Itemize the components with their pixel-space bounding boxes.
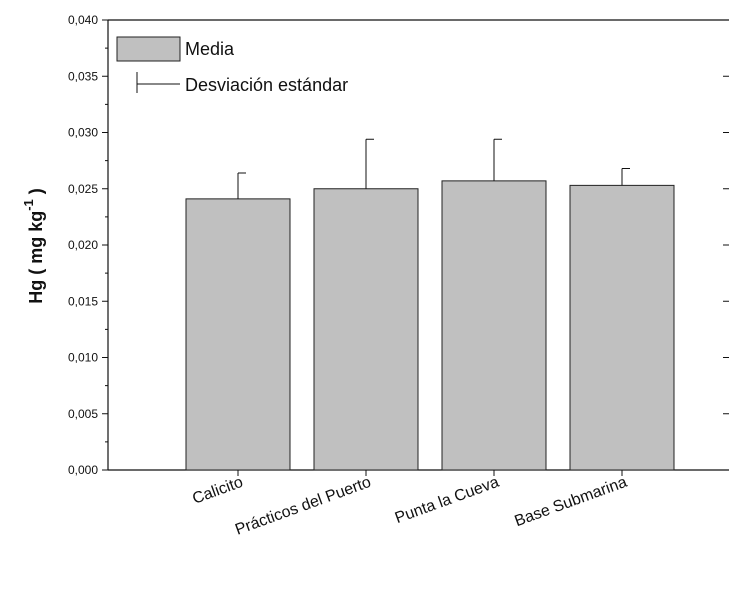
bar — [185, 198, 291, 471]
bar — [569, 184, 675, 471]
y-axis-label-superscript: -1 — [21, 199, 36, 211]
legend: Media Desviación estándar — [116, 36, 348, 95]
bars — [185, 180, 675, 471]
legend-bar-swatch — [116, 36, 181, 62]
x-category-label: Prácticos del Puerto — [233, 474, 373, 539]
bar — [313, 188, 419, 471]
y-tick-label: 0,005 — [68, 407, 98, 421]
y-tick-label: 0,025 — [68, 182, 98, 196]
y-ticks: 0,000 0,005 0,010 0,015 0,020 0,025 0,030 0,035… — [68, 13, 729, 477]
y-axis-label: Hg ( mg kg-1 ) — [21, 188, 46, 304]
y-axis-label-close: ) — [26, 188, 46, 199]
y-tick-label: 0,000 — [68, 463, 98, 477]
legend-bar-label: Media — [185, 39, 235, 59]
y-tick-label: 0,035 — [68, 69, 98, 83]
y-tick-label: 0,040 — [68, 13, 98, 27]
x-category-label: Base Submarina — [512, 474, 629, 530]
y-axis-label-main: Hg ( mg kg — [26, 211, 46, 304]
x-category-label: Punta la Cueva — [393, 474, 502, 527]
y-tick-label: 0,020 — [68, 238, 98, 252]
y-tick-label: 0,010 — [68, 351, 98, 365]
legend-error-label: Desviación estándar — [185, 75, 348, 95]
error-bars — [237, 138, 630, 199]
y-tick-label: 0,030 — [68, 126, 98, 140]
bar — [441, 180, 547, 471]
x-category-label: Calicito — [190, 474, 245, 508]
y-tick-label: 0,015 — [68, 294, 98, 308]
